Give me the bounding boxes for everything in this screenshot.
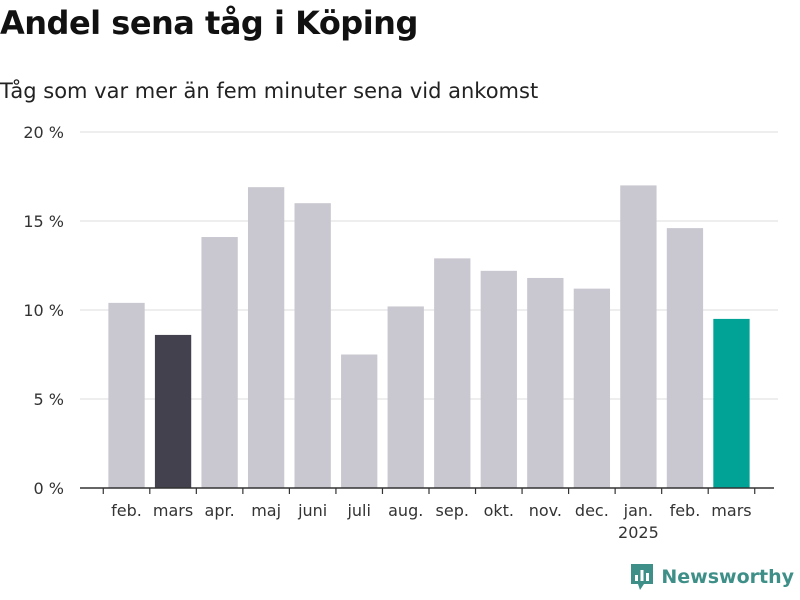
bar bbox=[713, 318, 750, 488]
bar bbox=[294, 203, 331, 488]
x-tick-label: feb. bbox=[670, 501, 701, 520]
bar bbox=[527, 277, 564, 488]
y-tick-label: 20 % bbox=[23, 123, 64, 142]
y-tick-label: 0 % bbox=[34, 479, 64, 498]
bar bbox=[247, 187, 285, 488]
bar bbox=[666, 228, 704, 488]
y-tick-label: 15 % bbox=[23, 212, 64, 231]
bar bbox=[154, 334, 192, 488]
chart-subtitle: Tåg som var mer än fem minuter sena vid … bbox=[0, 79, 539, 103]
bar-chart-logo-icon bbox=[631, 564, 654, 590]
x-axis bbox=[80, 487, 774, 494]
x-tick-label: jan. bbox=[623, 501, 653, 520]
bar bbox=[387, 306, 424, 488]
bar bbox=[434, 258, 471, 488]
bar bbox=[108, 302, 145, 488]
brand-name: Newsworthy bbox=[661, 566, 794, 588]
newsworthy-logo: Newsworthy bbox=[629, 562, 794, 592]
bar bbox=[573, 288, 611, 488]
x-tick-label: juni bbox=[297, 501, 327, 520]
x-tick-label: aug. bbox=[388, 501, 423, 520]
x-tick-label: nov. bbox=[529, 501, 562, 520]
x-tick-label: mars bbox=[711, 501, 751, 520]
x-year-label: 2025 bbox=[618, 523, 659, 542]
grid-lines bbox=[80, 131, 778, 400]
x-tick-label: okt. bbox=[484, 501, 514, 520]
x-tick-label: mars bbox=[153, 501, 193, 520]
y-tick-label: 10 % bbox=[23, 301, 64, 320]
x-tick-label: sep. bbox=[436, 501, 469, 520]
bar bbox=[201, 237, 238, 488]
y-axis-tick-labels: 0 % 5 % 10 % 15 % 20 % bbox=[23, 123, 64, 498]
y-tick-label: 5 % bbox=[34, 390, 64, 409]
x-tick-label: juli bbox=[346, 501, 370, 520]
bar bbox=[480, 270, 517, 488]
chart-title: Andel sena tåg i Köping bbox=[0, 4, 418, 42]
x-tick-label: apr. bbox=[205, 501, 235, 520]
bar bbox=[341, 354, 378, 488]
x-tick-label: feb. bbox=[111, 501, 142, 520]
x-axis-tick-labels: feb. mars apr. maj juni juli aug. sep. okt. nov. d… bbox=[111, 501, 751, 542]
x-tick-label: maj bbox=[251, 501, 281, 520]
x-tick-label: dec. bbox=[575, 501, 609, 520]
bars bbox=[108, 185, 750, 488]
bar bbox=[620, 185, 657, 488]
